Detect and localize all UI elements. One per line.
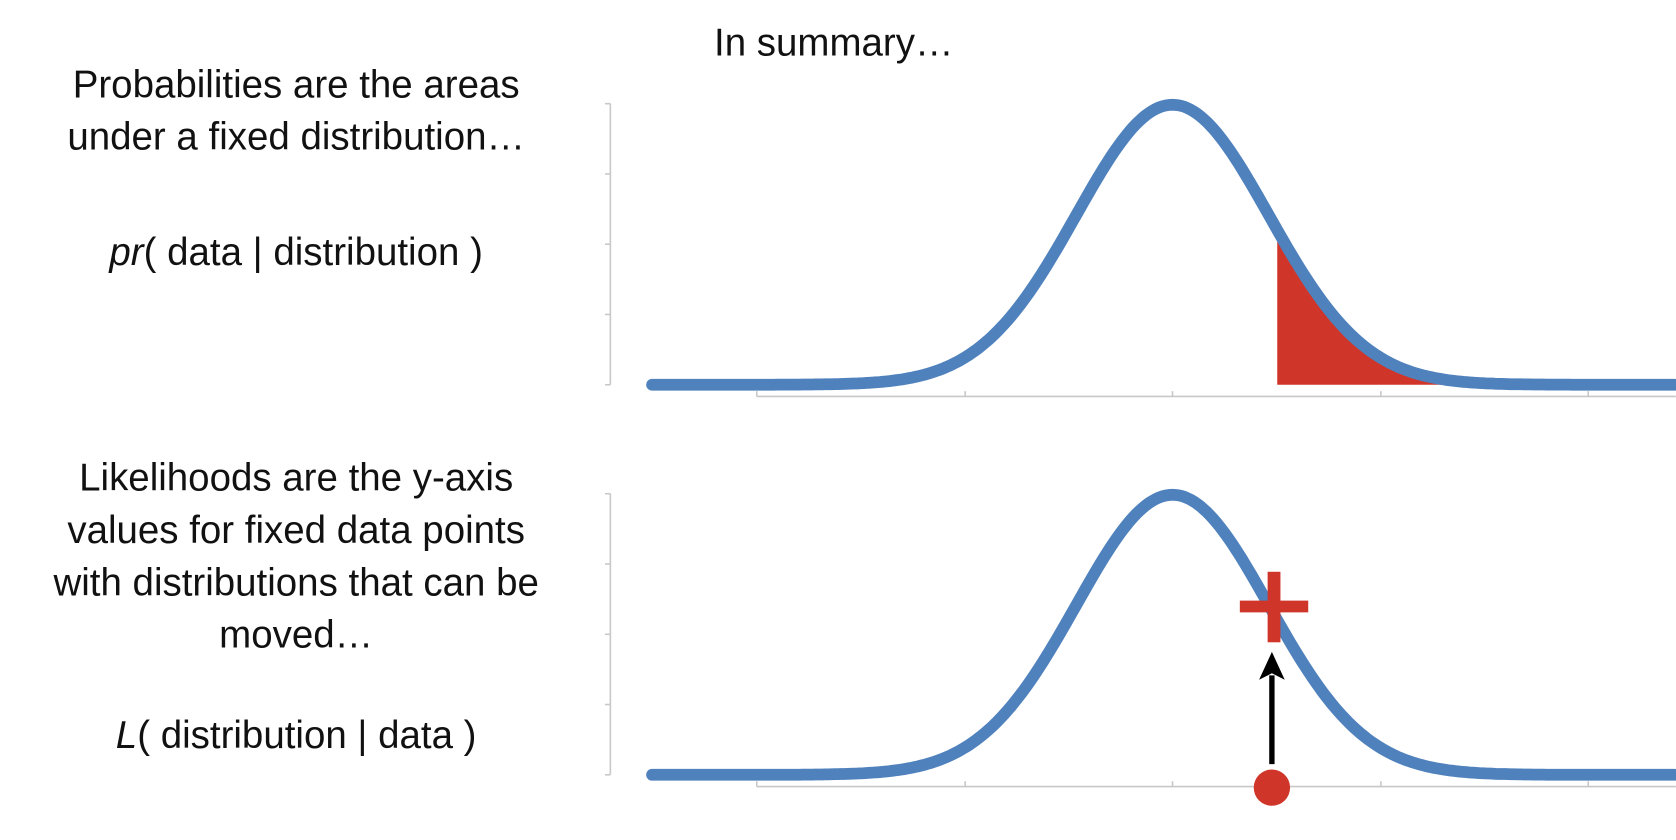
probability-line: under a fixed distribution… — [67, 116, 525, 159]
slide-title: In summary… — [714, 22, 953, 65]
panels — [605, 98, 1676, 806]
likelihood-formula: L( distribution | data ) — [116, 714, 477, 757]
arrow-head — [1259, 651, 1285, 680]
likelihood-line: values for fixed data points — [67, 509, 525, 552]
probability-formula: pr( data | distribution ) — [108, 231, 483, 274]
distribution-curve — [646, 488, 1676, 781]
formula-symbol: L — [116, 714, 137, 757]
plus-v — [1267, 571, 1281, 643]
likelihood-line: moved… — [219, 614, 373, 657]
formula-text: ( data | distribution ) — [144, 231, 483, 274]
distribution-curve — [646, 98, 1676, 391]
formula-symbol: pr — [108, 231, 145, 274]
likelihood-line: Likelihoods are the y-axis — [79, 457, 513, 500]
shaded-area — [1277, 229, 1676, 385]
data-point — [1253, 769, 1291, 806]
likelihood-line: with distributions that can be — [52, 561, 538, 604]
formula-text: ( distribution | data ) — [137, 714, 476, 757]
probability-line: Probabilities are the areas — [73, 63, 520, 106]
